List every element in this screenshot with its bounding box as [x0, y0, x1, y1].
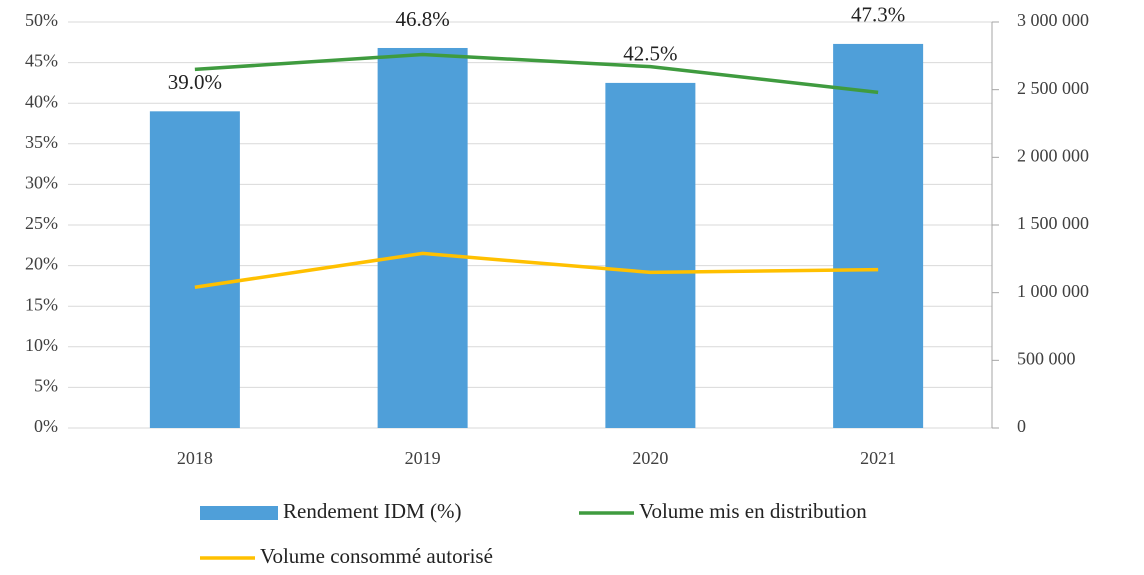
y-tick-label: 20% — [25, 254, 58, 274]
y2-tick-label: 2 000 000 — [1017, 145, 1089, 165]
y2-tick-label: 1 000 000 — [1017, 281, 1089, 301]
y2-tick-label: 0 — [1017, 416, 1026, 436]
bar — [377, 47, 468, 428]
y-tick-label: 50% — [25, 10, 58, 30]
y-tick-label: 35% — [25, 132, 58, 152]
y-tick-label: 10% — [25, 335, 58, 355]
y-tick-label: 0% — [34, 416, 58, 436]
legend-swatch — [200, 506, 278, 520]
y-tick-label: 25% — [25, 213, 58, 233]
bar — [605, 82, 696, 429]
y2-tick-label: 2 500 000 — [1017, 78, 1089, 98]
legend-label: Volume consommé autorisé — [260, 544, 493, 568]
y-tick-label: 5% — [34, 376, 58, 396]
data-label: 47.3% — [851, 3, 905, 27]
line — [194, 52, 879, 95]
bar — [833, 43, 924, 428]
data-label: 42.5% — [623, 42, 677, 66]
y2-tick-label: 500 000 — [1017, 348, 1076, 368]
data-label: 39.0% — [168, 70, 222, 94]
x-tick-label: 2018 — [177, 448, 213, 468]
data-label: 46.8% — [396, 7, 450, 31]
x-tick-label: 2019 — [405, 448, 441, 468]
x-tick-label: 2021 — [860, 448, 896, 468]
bar — [149, 111, 240, 428]
y-tick-label: 45% — [25, 51, 58, 71]
x-tick-label: 2020 — [632, 448, 668, 468]
legend-label: Rendement IDM (%) — [283, 499, 461, 523]
y-tick-label: 30% — [25, 173, 58, 193]
legend-label: Volume mis en distribution — [639, 499, 867, 523]
y2-tick-label: 3 000 000 — [1017, 10, 1089, 30]
y2-tick-label: 1 500 000 — [1017, 213, 1089, 233]
y-tick-label: 15% — [25, 294, 58, 314]
line — [194, 251, 879, 289]
y-tick-label: 40% — [25, 91, 58, 111]
